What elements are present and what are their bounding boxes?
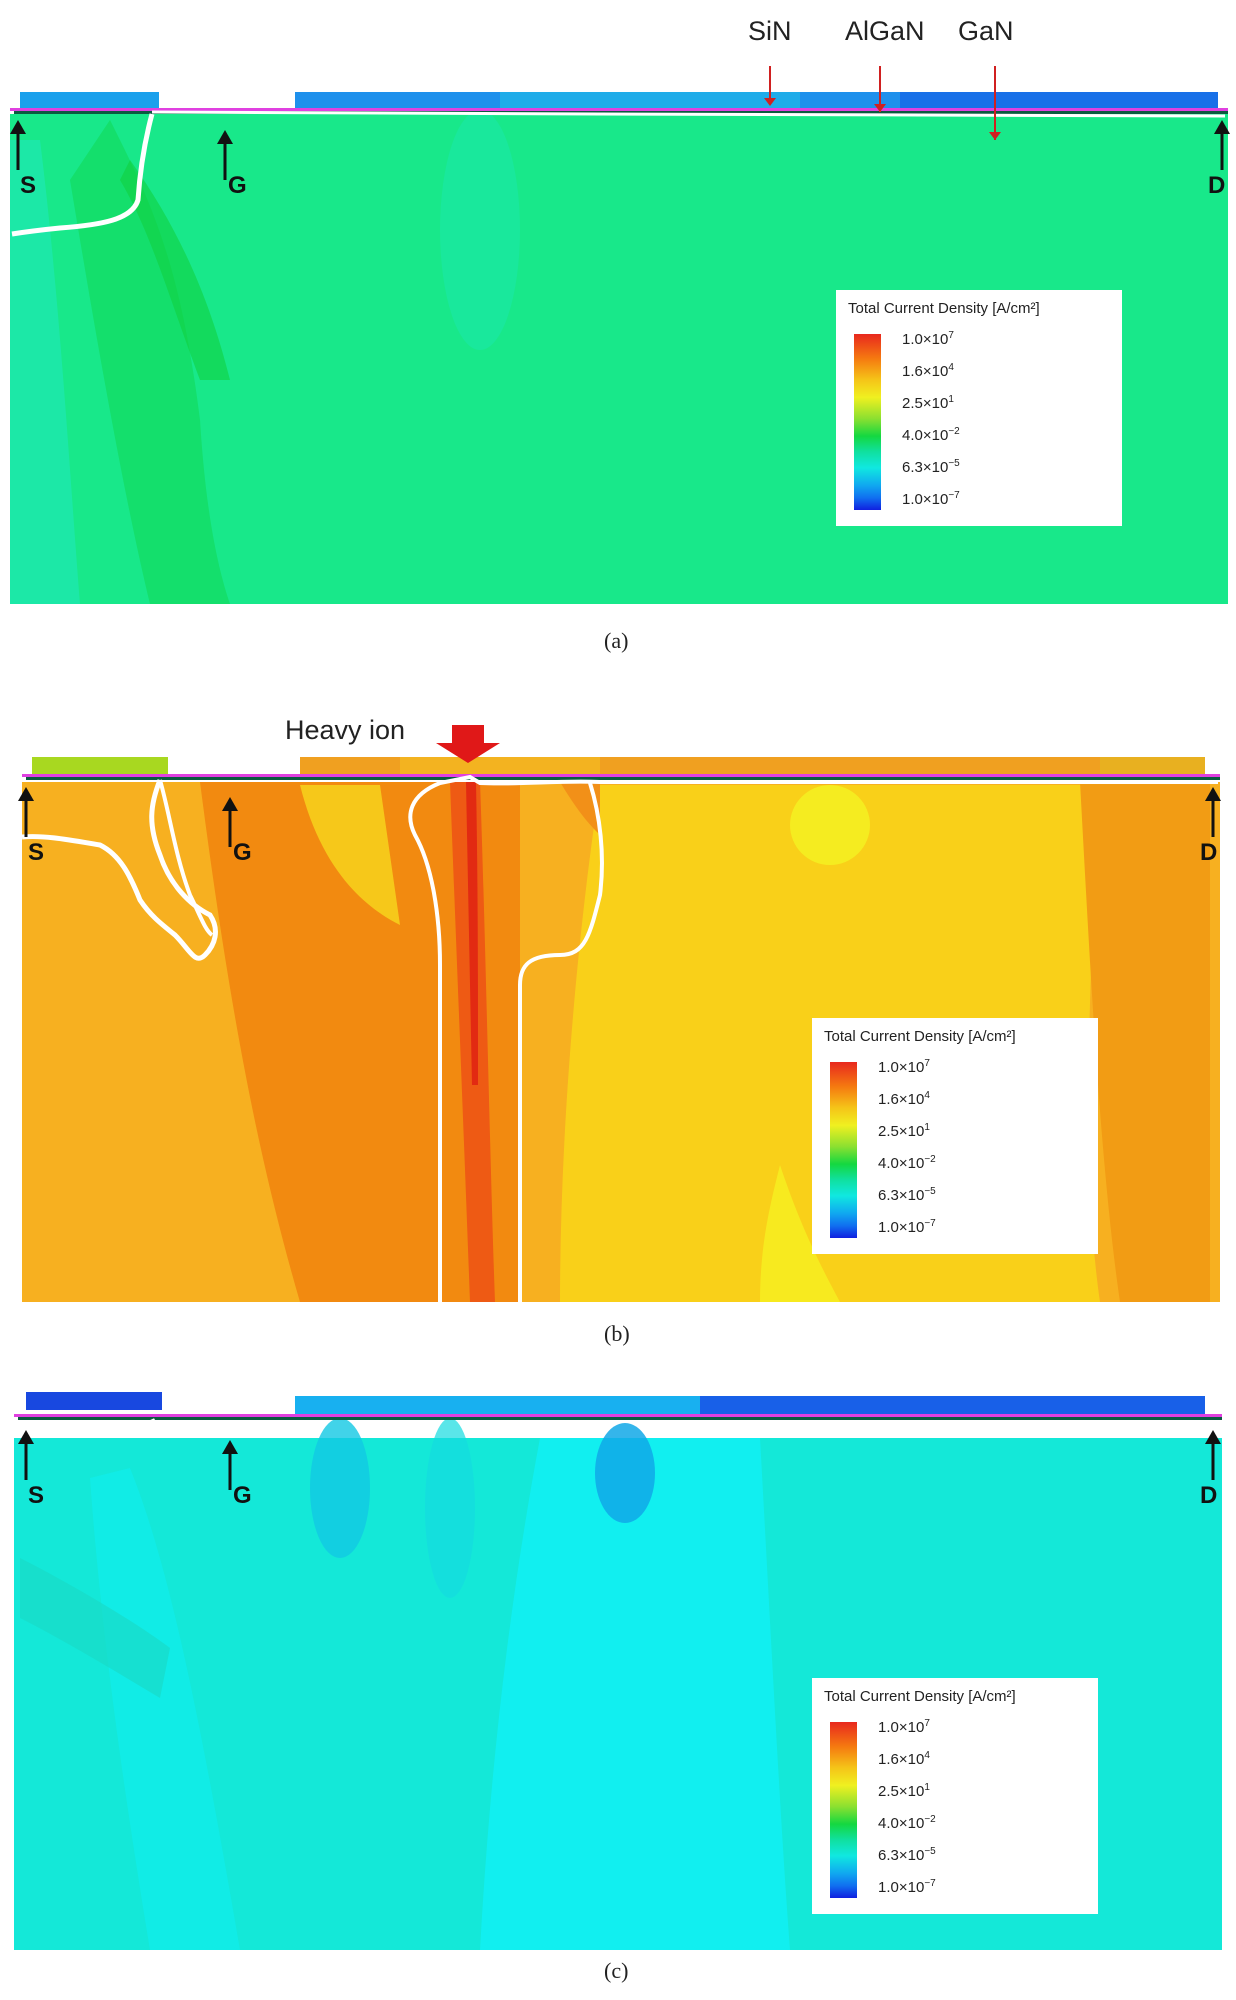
legend-tick: 2.5×101 xyxy=(878,1122,930,1140)
heavy-ion-label: Heavy ion xyxy=(285,715,406,745)
gate-label: G xyxy=(233,1482,252,1509)
sin-label: SiN xyxy=(748,16,792,46)
caption-b: (b) xyxy=(604,1321,630,1346)
color-scale-bar xyxy=(830,1062,857,1238)
gate-label: G xyxy=(233,839,252,866)
panel-a: SiN AlGaN GaN S G D Total Current Densit… xyxy=(0,0,1236,660)
source-label: S xyxy=(28,1482,45,1509)
legend-tick: 1.0×10−7 xyxy=(878,1218,936,1236)
drain-label: D xyxy=(1200,839,1218,866)
legend-tick: 1.0×107 xyxy=(902,330,954,348)
legend-title: Total Current Density [A/cm²] xyxy=(824,1688,1016,1705)
legend-tick: 4.0×10−2 xyxy=(902,426,960,444)
legend-tick: 2.5×101 xyxy=(902,394,954,412)
color-scale-bar xyxy=(830,1722,857,1898)
source-label: S xyxy=(28,839,45,866)
legend-tick: 1.6×104 xyxy=(902,362,954,380)
caption-a: (a) xyxy=(604,628,629,653)
source-label: S xyxy=(20,172,37,199)
legend-c: Total Current Density [A/cm²] 1.0×107 1.… xyxy=(812,1678,1098,1914)
legend-tick: 1.6×104 xyxy=(878,1750,930,1768)
caption-c: (c) xyxy=(604,1958,629,1983)
algan-label: AlGaN xyxy=(845,16,925,46)
legend-tick: 4.0×10−2 xyxy=(878,1154,936,1172)
legend-title: Total Current Density [A/cm²] xyxy=(824,1028,1016,1045)
legend-tick: 4.0×10−2 xyxy=(878,1814,936,1832)
legend-tick: 1.6×104 xyxy=(878,1090,930,1108)
drain-label: D xyxy=(1208,172,1226,199)
panel-c: S G D Total Current Density [A/cm²] 1.0×… xyxy=(0,1318,1236,1983)
legend-tick: 1.0×107 xyxy=(878,1718,930,1736)
color-scale-bar xyxy=(854,334,881,510)
legend-a: Total Current Density [A/cm²] 1.0×107 1.… xyxy=(836,290,1122,526)
legend-title: Total Current Density [A/cm²] xyxy=(848,300,1040,317)
legend-tick: 6.3×10−5 xyxy=(878,1846,936,1864)
legend-tick: 1.0×107 xyxy=(878,1058,930,1076)
gate-label: G xyxy=(228,172,247,199)
legend-tick: 1.0×10−7 xyxy=(878,1878,936,1896)
legend-tick: 6.3×10−5 xyxy=(878,1186,936,1204)
panel-b: Heavy ion S G D Total Current Density [A… xyxy=(0,665,1236,1346)
gan-label: GaN xyxy=(958,16,1014,46)
drain-label: D xyxy=(1200,1482,1218,1509)
legend-tick: 1.0×10−7 xyxy=(902,490,960,508)
legend-tick: 2.5×101 xyxy=(878,1782,930,1800)
legend-b: Total Current Density [A/cm²] 1.0×107 1.… xyxy=(812,1018,1098,1254)
legend-tick: 6.3×10−5 xyxy=(902,458,960,476)
